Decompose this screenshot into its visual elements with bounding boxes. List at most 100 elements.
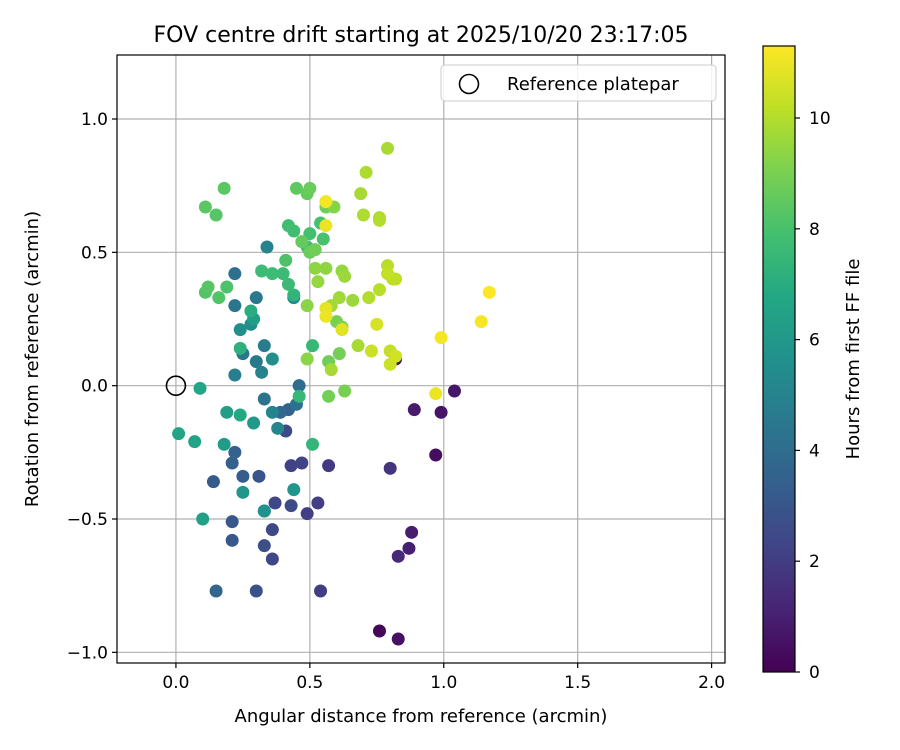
scatter-point	[405, 525, 419, 539]
scatter-point	[220, 405, 234, 419]
y-tick-label: −0.5	[67, 510, 108, 530]
colorbar-tick-label: 8	[809, 220, 820, 240]
scatter-point	[249, 291, 263, 305]
colorbar-tick-label: 0	[809, 663, 820, 683]
scatter-point	[332, 291, 346, 305]
scatter-point	[201, 280, 215, 294]
scatter-point	[281, 219, 295, 233]
scatter-point	[271, 421, 285, 435]
scatter-point	[314, 584, 328, 598]
legend-box	[440, 64, 717, 102]
scatter-point	[172, 427, 186, 441]
scatter-point	[319, 195, 333, 209]
scatter-point	[284, 499, 298, 513]
scatter-point	[244, 304, 258, 318]
x-tick-label: 2.0	[698, 673, 725, 693]
scatter-point	[188, 435, 202, 449]
scatter-point	[338, 384, 352, 398]
scatter-point	[346, 293, 360, 307]
reference-platepar-marker	[165, 375, 187, 396]
scatter-point	[391, 632, 405, 646]
scatter-point	[295, 235, 309, 249]
scatter-points	[172, 141, 496, 646]
x-axis-ticks: 0.0 0.5 1.0 1.5 2.0	[162, 663, 725, 693]
scatter-point	[265, 552, 279, 566]
y-axis-ticks: −1.0 −0.5 0.0 0.5 1.0	[67, 110, 117, 663]
scatter-point	[322, 459, 336, 473]
scatter-point	[391, 549, 405, 563]
scatter-point	[265, 267, 279, 281]
scatter-point	[228, 368, 242, 382]
scatter-point	[300, 507, 314, 521]
scatter-point	[255, 365, 269, 379]
scatter-point	[287, 483, 301, 497]
scatter-point	[482, 285, 496, 299]
scatter-point	[276, 267, 290, 281]
scatter-point	[217, 437, 231, 451]
scatter-point	[225, 515, 239, 529]
scatter-point	[206, 475, 220, 489]
scatter-point	[434, 331, 448, 345]
scatter-point	[359, 165, 373, 179]
scatter-point	[300, 352, 314, 366]
scatter-point	[295, 456, 309, 470]
scatter-point	[236, 485, 250, 499]
scatter-point	[354, 187, 368, 201]
scatter-point	[335, 323, 349, 337]
scatter-point	[306, 339, 320, 353]
plot-area	[117, 55, 725, 663]
scatter-point	[372, 624, 386, 638]
colorbar: 0 2 4 6 8 10 Hours from first FF file	[762, 45, 864, 683]
scatter-point	[429, 387, 443, 401]
scatter-point	[319, 219, 333, 233]
scatter-point	[217, 181, 231, 195]
scatter-point	[292, 389, 306, 403]
scatter-point	[300, 299, 314, 313]
scatter-point	[303, 227, 317, 241]
colorbar-tick-label: 2	[809, 552, 820, 572]
y-axis-label: Rotation from reference (arcmin)	[22, 211, 43, 507]
scatter-point	[281, 277, 295, 291]
scatter-point	[257, 392, 271, 406]
scatter-point	[372, 283, 386, 297]
colorbar-gradient	[762, 45, 796, 673]
x-tick-label: 0.0	[162, 673, 189, 693]
scatter-point	[351, 339, 365, 353]
scatter-point	[303, 181, 317, 195]
scatter-point	[225, 533, 239, 547]
scatter-point	[257, 504, 271, 518]
scatter-point	[364, 344, 378, 358]
scatter-point	[225, 456, 239, 470]
scatter-point	[306, 437, 320, 451]
scatter-point	[319, 309, 333, 323]
chart-title: FOV centre drift starting at 2025/10/20 …	[154, 23, 689, 48]
scatter-point	[252, 469, 266, 483]
scatter-point	[265, 352, 279, 366]
colorbar-ticks: 0 2 4 6 8 10	[795, 109, 831, 683]
scatter-point	[209, 208, 223, 222]
scatter-point	[268, 496, 282, 510]
y-tick-label: 0.5	[81, 243, 108, 263]
scatter-point	[316, 232, 330, 246]
scatter-point	[228, 445, 242, 459]
scatter-point	[389, 349, 403, 363]
colorbar-tick-label: 6	[809, 331, 820, 351]
scatter-point	[362, 291, 376, 305]
scatter-point	[434, 405, 448, 419]
scatter-point	[257, 539, 271, 553]
scatter-point	[198, 200, 212, 214]
scatter-point	[356, 208, 370, 222]
y-tick-label: −1.0	[67, 643, 108, 663]
y-tick-label: 1.0	[81, 110, 108, 130]
scatter-point	[255, 264, 269, 278]
legend: Reference platepar	[440, 64, 717, 102]
y-tick-label: 0.0	[81, 377, 108, 397]
scatter-point	[233, 323, 247, 337]
scatter-point	[407, 403, 421, 417]
scatter-point	[228, 299, 242, 313]
colorbar-tick-label: 4	[809, 441, 820, 461]
scatter-point	[308, 261, 322, 275]
scatter-point	[429, 448, 443, 462]
legend-label: Reference platepar	[507, 74, 679, 95]
scatter-point	[372, 213, 386, 227]
